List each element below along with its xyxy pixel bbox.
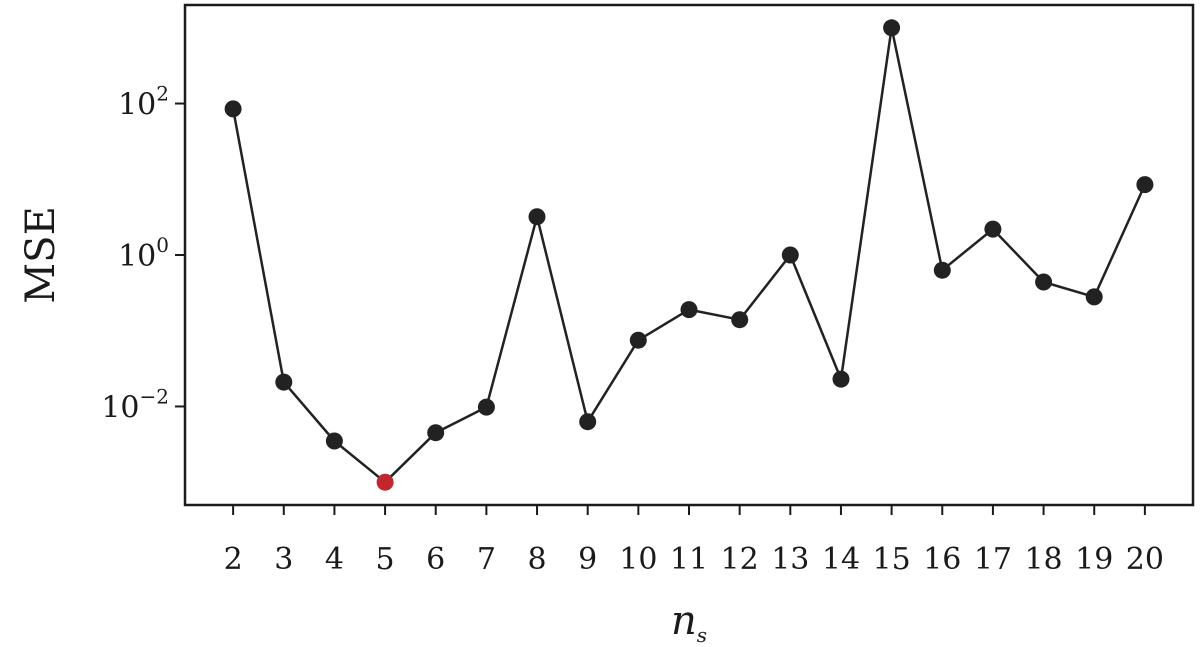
data-point xyxy=(477,398,495,416)
x-tick-label: 14 xyxy=(822,542,860,577)
data-point xyxy=(984,220,1002,238)
x-tick-label: 12 xyxy=(721,542,759,577)
x-tick-label: 13 xyxy=(771,542,809,577)
x-tick-label: 9 xyxy=(578,542,597,577)
x-tick-label: 10 xyxy=(619,542,657,577)
x-tick-label: 18 xyxy=(1024,542,1062,577)
y-tick-base: 10 xyxy=(118,88,156,123)
y-tick-label: 100 xyxy=(118,233,169,274)
data-point-highlight xyxy=(376,473,394,491)
data-point xyxy=(1136,176,1154,194)
y-tick-exponent: −2 xyxy=(140,384,169,408)
plot-frame xyxy=(183,3,1195,507)
x-tick-label: 5 xyxy=(376,542,395,577)
x-axis-label: ns xyxy=(671,598,707,647)
y-tick-label: 102 xyxy=(118,82,169,123)
data-point xyxy=(933,261,951,279)
x-tick-label: 3 xyxy=(274,542,293,577)
y-tick-exponent: 2 xyxy=(156,82,169,106)
x-axis-label-main: n xyxy=(671,598,697,644)
data-point xyxy=(832,370,850,388)
x-axis-label-subscript: s xyxy=(697,623,707,647)
data-point xyxy=(325,432,343,450)
x-tick-label: 8 xyxy=(527,542,546,577)
x-tick-label: 19 xyxy=(1075,542,1113,577)
data-point xyxy=(528,208,546,226)
data-point xyxy=(427,424,445,442)
data-point xyxy=(224,100,242,118)
x-tick-label: 20 xyxy=(1126,542,1164,577)
x-tick-label: 6 xyxy=(426,542,445,577)
x-tick-label: 7 xyxy=(477,542,496,577)
x-tick-label: 16 xyxy=(923,542,961,577)
x-tick-label: 17 xyxy=(974,542,1012,577)
series-layer xyxy=(224,19,1154,491)
y-tick-label: 10−2 xyxy=(101,384,169,425)
y-tick-exponent: 0 xyxy=(156,233,169,257)
x-tick-label: 15 xyxy=(873,542,911,577)
series-line xyxy=(231,26,1147,484)
data-point xyxy=(275,373,293,391)
data-point xyxy=(629,331,647,349)
x-tick-label: 11 xyxy=(670,542,708,577)
data-point xyxy=(883,19,901,37)
y-axis-label: MSE xyxy=(18,206,64,304)
data-point xyxy=(731,311,749,329)
x-tick-label: 4 xyxy=(325,542,344,577)
y-tick-base: 10 xyxy=(118,239,156,274)
x-tick-label: 2 xyxy=(224,542,243,577)
x-axis-ticks: 2 3 4 5 6 7 8 9 10 11 12 13 14 15 16 17 18 19 20 xyxy=(224,505,1164,577)
data-point xyxy=(1035,273,1053,291)
data-point xyxy=(680,301,698,319)
data-point xyxy=(781,246,799,264)
data-point xyxy=(579,413,597,431)
data-point xyxy=(1085,288,1103,306)
y-tick-base: 10 xyxy=(101,390,139,425)
